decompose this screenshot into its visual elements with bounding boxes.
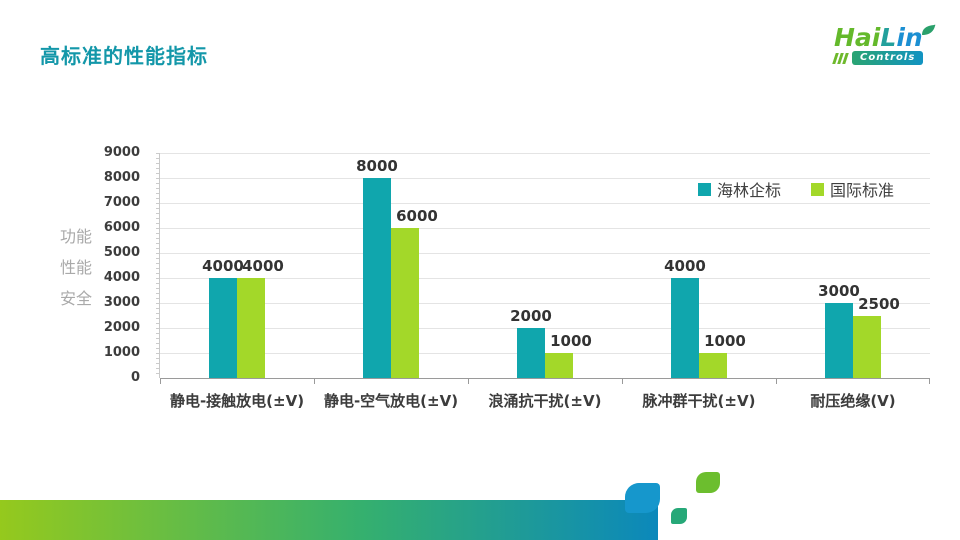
x-axis-category-labels: 静电-接触放电(±V) 静电-空气放电(±V) 浪涌抗干扰(±V) 脉冲群干扰(±V)… <box>160 390 930 411</box>
bar-海林企标-4 <box>825 303 853 378</box>
bar-data-label: 6000 <box>396 207 438 225</box>
gridline <box>160 303 930 304</box>
plot-area: 4000 4000 8000 6000 2000 1000 4000 1000 3000 2500 <box>156 153 930 384</box>
page-title: 高标准的性能指标 <box>40 44 208 68</box>
footer-gradient-bar <box>0 500 658 540</box>
y-axis-tick-label: 0 <box>130 370 140 385</box>
bar-海林企标-1 <box>363 178 391 378</box>
bar-data-label: 2500 <box>858 294 900 313</box>
legend-swatch-icon <box>698 182 711 196</box>
chart-legend: 海林企标 国际标准 <box>698 177 894 201</box>
gridline <box>160 253 930 254</box>
x-axis-tick <box>314 379 315 384</box>
bar-data-label: 4000 <box>202 257 244 275</box>
gridline <box>160 278 930 279</box>
bar-data-label: 1000 <box>550 332 592 350</box>
y-axis-tick-label: 6000 <box>103 220 140 235</box>
gridline <box>160 153 930 154</box>
bar-data-label: 3000 <box>818 282 860 300</box>
category-label: 脉冲群干扰(±V) <box>642 392 756 410</box>
y-axis-tick-label: 2000 <box>103 320 140 335</box>
logo-brand-part: L <box>880 23 897 52</box>
bar-海林企标-3 <box>671 278 699 378</box>
bar-国际标准-3 <box>699 353 727 378</box>
legend-swatch-icon <box>811 182 825 196</box>
footer-leaf-blue-icon <box>625 483 660 513</box>
gridline <box>160 178 930 179</box>
x-axis-tick <box>776 379 777 384</box>
y-axis-tick-label: 1000 <box>103 345 140 360</box>
category-label: 静电-接触放电(±V) <box>169 392 305 410</box>
bar-data-label: 2000 <box>510 307 552 325</box>
x-axis-tick <box>160 379 161 384</box>
bar-data-label: 4000 <box>664 257 706 275</box>
gridline <box>160 228 930 229</box>
gridline <box>160 203 930 204</box>
side-label-safety: 安全 <box>60 289 93 308</box>
leaf-icon <box>921 15 937 40</box>
logo-subtitle: Controls <box>852 51 924 65</box>
chart-side-labels: 功能 性能 安全 <box>60 221 92 314</box>
legend-item-海林企标: 海林企标 <box>698 177 781 201</box>
gridline <box>160 328 930 329</box>
y-axis-tick-label: 9000 <box>103 145 140 160</box>
y-axis-tick-label: 8000 <box>103 170 140 185</box>
legend-label: 国际标准 <box>830 181 895 200</box>
x-axis-tick <box>622 379 623 384</box>
bar-国际标准-1 <box>391 228 419 378</box>
bar-国际标准-0 <box>237 278 265 378</box>
y-axis-tick-label: 7000 <box>103 195 140 210</box>
bar-data-label: 4000 <box>242 257 284 275</box>
y-axis-labels: 0 1000 2000 3000 4000 5000 6000 7000 8000 9000 <box>96 145 152 385</box>
bar-国际标准-2 <box>545 353 573 378</box>
x-axis-tick <box>468 379 469 384</box>
y-axis-ticks <box>156 153 159 378</box>
legend-label: 海林企标 <box>717 181 782 200</box>
legend-item-国际标准: 国际标准 <box>811 177 894 201</box>
y-axis-tick-label: 5000 <box>103 245 140 260</box>
logo-brand-part: in <box>896 23 923 52</box>
footer-leaf-green-icon <box>696 472 720 493</box>
y-axis-tick-label: 3000 <box>103 295 140 310</box>
bar-data-label: 1000 <box>704 332 746 350</box>
category-label: 浪涌抗干扰(±V) <box>488 392 602 410</box>
y-axis-tick-label: 4000 <box>103 270 140 285</box>
bar-国际标准-4 <box>853 315 881 378</box>
side-label-function: 功能 <box>60 227 93 246</box>
bar-海林企标-2 <box>517 328 545 378</box>
logo-subtitle-row: Controls <box>832 51 934 65</box>
bar-海林企标-0 <box>209 278 237 378</box>
category-label: 静电-空气放电(±V) <box>323 392 459 410</box>
logo-brand-text: HaiLin <box>834 23 936 52</box>
x-axis-tick <box>929 379 930 384</box>
footer-leaf-teal-icon <box>671 508 687 524</box>
hailin-logo: HaiLin Controls <box>832 23 936 65</box>
category-label: 耐压绝缘(V) <box>810 392 896 410</box>
logo-bars-icon <box>832 52 849 64</box>
y-axis-line <box>159 153 160 378</box>
logo-brand-part: Hai <box>834 23 881 52</box>
bar-data-label: 8000 <box>356 157 398 175</box>
x-axis-line <box>160 378 930 379</box>
side-label-performance: 性能 <box>60 258 93 277</box>
